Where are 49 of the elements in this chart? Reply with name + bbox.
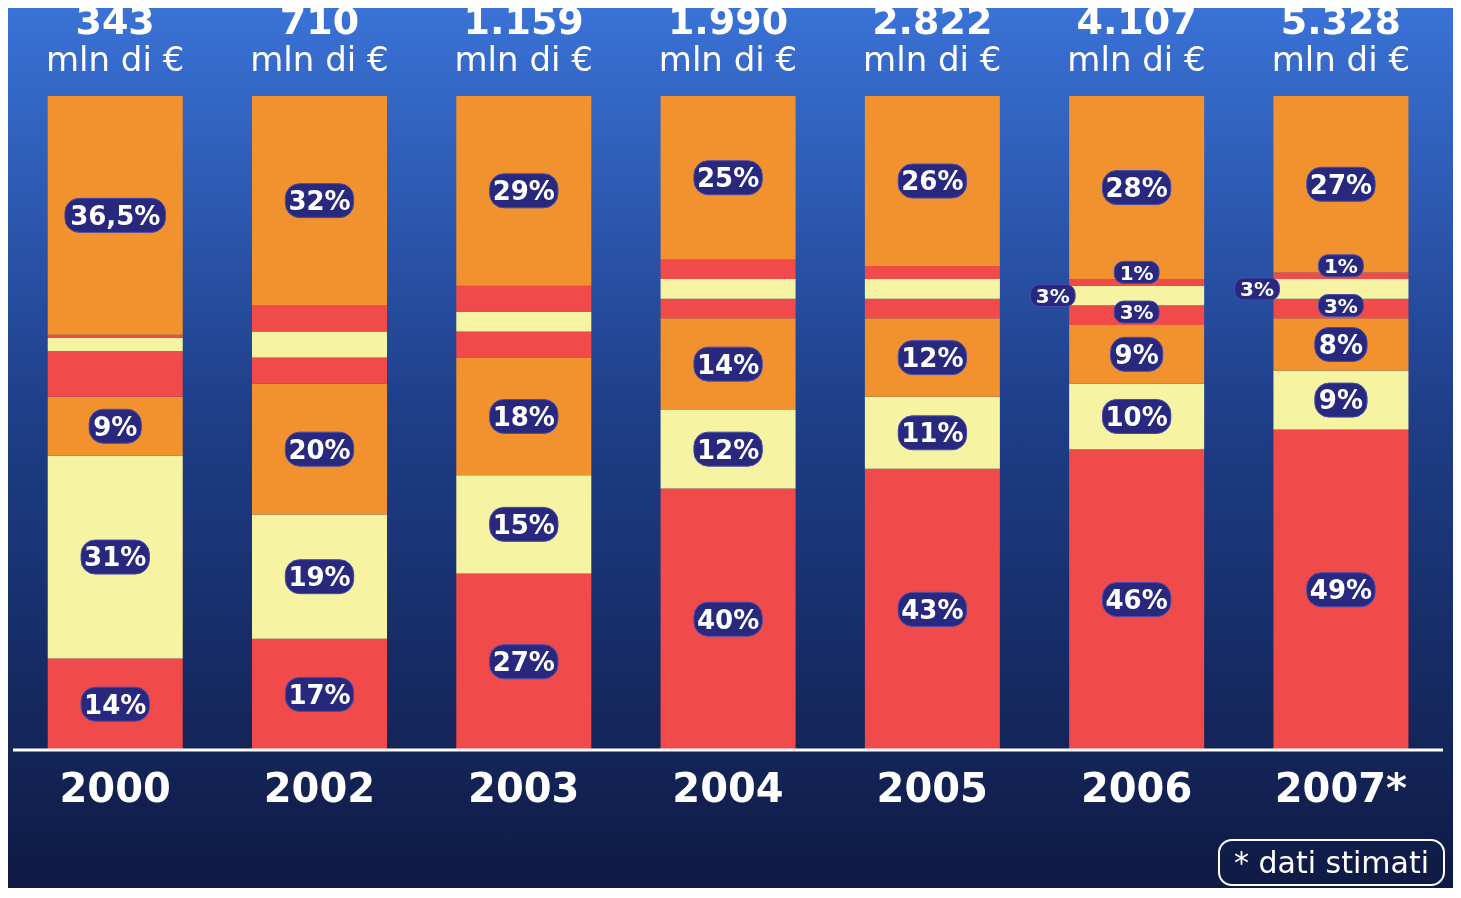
data-label: 9% xyxy=(93,411,138,442)
data-label: 14% xyxy=(84,689,147,720)
data-label: 29% xyxy=(492,176,555,207)
data-label: 43% xyxy=(901,594,964,625)
data-label: 49% xyxy=(1309,575,1373,606)
data-label: 17% xyxy=(288,679,351,710)
data-label: 1% xyxy=(1119,260,1154,285)
data-label: 36,5% xyxy=(70,200,161,231)
data-label: 3% xyxy=(1035,283,1070,308)
x-tick-label: 2007* xyxy=(1274,765,1408,812)
data-label: 28% xyxy=(1105,172,1168,203)
data-label: 12% xyxy=(696,434,760,465)
text: 1.990 mln di € xyxy=(657,0,799,79)
data-label: 18% xyxy=(492,401,555,432)
data-label: 10% xyxy=(1105,401,1168,432)
x-tick-label: 2000 xyxy=(59,765,171,812)
data-label: 3% xyxy=(1119,300,1154,325)
x-tick-label: 2006 xyxy=(1080,765,1193,812)
text: 710 mln di € xyxy=(249,0,390,79)
x-tick-label: 2003 xyxy=(468,765,580,812)
data-label: 20% xyxy=(288,434,351,465)
x-tick-label: 2005 xyxy=(876,765,988,812)
x-tick-label: 2002 xyxy=(263,765,376,812)
data-label: 8% xyxy=(1318,329,1364,360)
data-label: 27% xyxy=(1309,169,1373,200)
text: 4.107 mln di € xyxy=(1066,0,1207,79)
data-label: 3% xyxy=(1240,277,1275,302)
data-label: 14% xyxy=(696,349,760,380)
data-label: 19% xyxy=(288,562,351,593)
data-label: 32% xyxy=(288,186,351,216)
data-label: 3% xyxy=(1323,293,1358,318)
data-label: 40% xyxy=(696,604,760,635)
data-label: 11% xyxy=(901,418,964,449)
data-label: 9% xyxy=(1114,339,1159,370)
data-label: 27% xyxy=(492,647,555,678)
data-label: 15% xyxy=(492,509,555,540)
text: 343 mln di € xyxy=(44,0,186,79)
x-tick-label: 2004 xyxy=(672,765,784,812)
text: * dati stimati xyxy=(1217,839,1445,886)
data-label: 31% xyxy=(84,542,147,573)
data-label: 25% xyxy=(696,163,760,194)
data-label: 9% xyxy=(1318,385,1364,416)
text: 1.159 mln di € xyxy=(453,0,594,79)
text: 2.822 mln di € xyxy=(862,0,1003,79)
data-label: 12% xyxy=(901,342,964,373)
data-label: 46% xyxy=(1105,584,1168,615)
data-label: 26% xyxy=(901,166,964,197)
data-label: 1% xyxy=(1323,254,1358,279)
text: 5.328 mln di € xyxy=(1270,0,1412,79)
